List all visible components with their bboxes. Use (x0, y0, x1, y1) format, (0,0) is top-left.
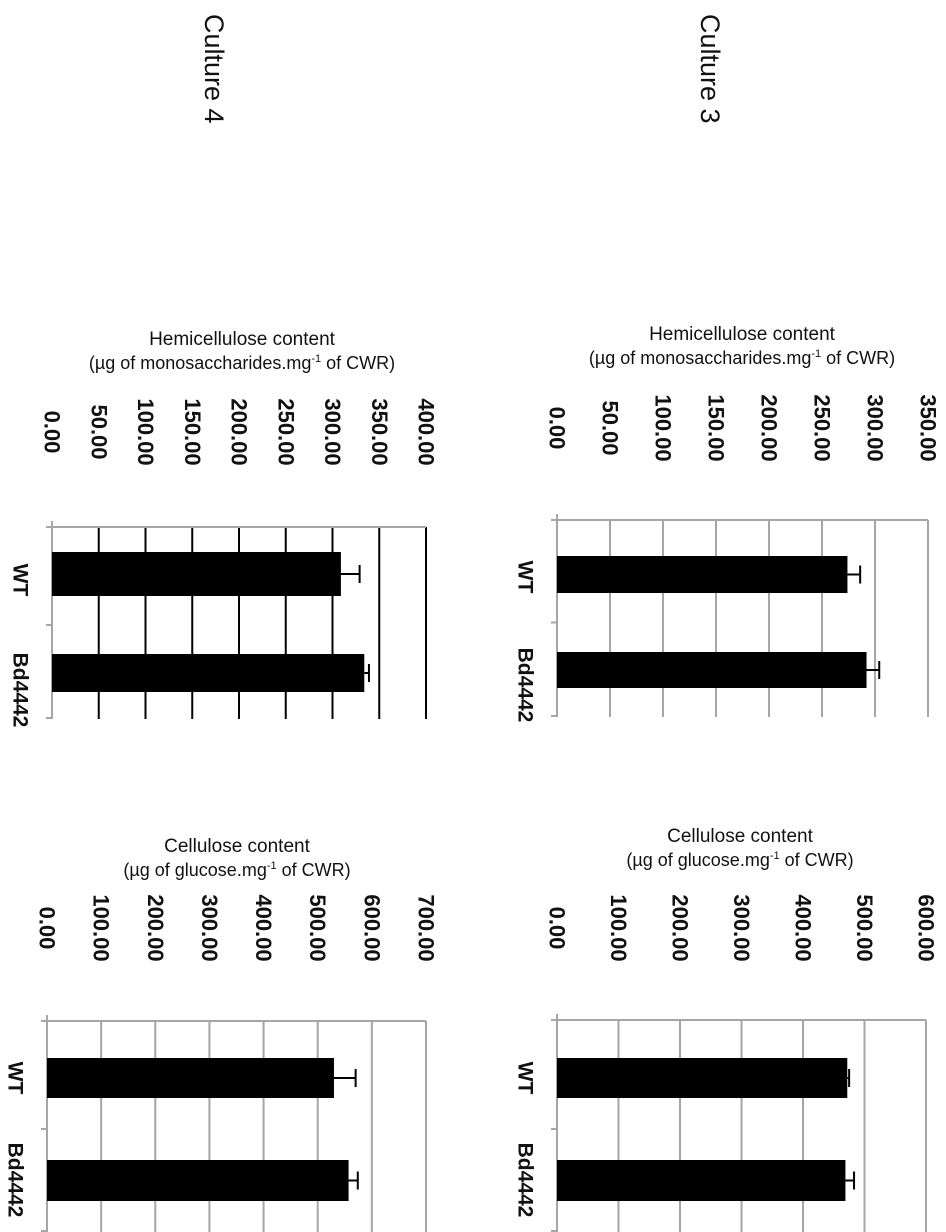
tick-label: 400.00 (791, 894, 816, 961)
bar-bd4442 (47, 1160, 349, 1201)
chart-subtitle-sup: -1 (311, 353, 321, 365)
chart-subtitle: (µg of monosaccharides.mg-1 of CWR) (589, 348, 895, 368)
category-label-wt: WT (9, 564, 32, 597)
tick-label: 100.00 (651, 394, 676, 461)
chart-subtitle-sup: -1 (811, 348, 821, 360)
tick-label: 400.00 (251, 894, 276, 961)
category-label-wt: WT (514, 1062, 537, 1095)
chart-title: Cellulose content (667, 826, 813, 847)
tick-label: 300.00 (197, 894, 222, 961)
tick-label: 100.00 (89, 894, 114, 961)
bar-bd4442 (52, 654, 365, 692)
chart-subtitle-post: of CWR) (821, 348, 895, 368)
chart-c3-hemi: Hemicellulose content (µg of monosacchari… (514, 324, 941, 722)
category-label-bd4442: Bd4442 (4, 1143, 27, 1218)
panel-label-culture-3: Culture 3 (695, 14, 725, 124)
chart-subtitle-pre: (µg of glucose.mg (626, 850, 769, 870)
tick-label: 500.00 (305, 894, 330, 961)
tick-label: 400.00 (414, 398, 439, 465)
chart-c3-cell: Cellulose content (µg of glucose.mg-1 of … (514, 826, 939, 1232)
chart-subtitle-pre: (µg of monosaccharides.mg (89, 353, 311, 373)
category-label-wt: WT (4, 1062, 27, 1095)
tick-label: 150.00 (704, 394, 729, 461)
tick-label: 150.00 (180, 398, 205, 465)
tick-label: 0.00 (545, 907, 570, 950)
tick-label: 100.00 (606, 894, 631, 961)
chart-c4-cell: Cellulose content (µg of glucose.mg-1 of … (4, 836, 439, 1232)
chart-subtitle-sup: -1 (267, 860, 277, 872)
chart-subtitle: (µg of monosaccharides.mg-1 of CWR) (89, 353, 395, 373)
tick-label: 0.00 (545, 407, 570, 450)
chart-subtitle-post: of CWR) (321, 353, 395, 373)
tick-label: 250.00 (810, 394, 835, 461)
tick-label: 200.00 (143, 894, 168, 961)
tick-label: 600.00 (359, 894, 384, 961)
chart-subtitle-pre: (µg of glucose.mg (123, 860, 266, 880)
tick-label: 300.00 (863, 394, 888, 461)
chart-subtitle-post: of CWR) (780, 850, 854, 870)
chart-subtitle: (µg of glucose.mg-1 of CWR) (626, 850, 853, 870)
tick-label: 200.00 (668, 894, 693, 961)
tick-label: 350.00 (367, 398, 392, 465)
chart-subtitle: (µg of glucose.mg-1 of CWR) (123, 860, 350, 880)
chart-title: Cellulose content (164, 836, 310, 857)
tick-label: 100.00 (133, 398, 158, 465)
tick-label: 300.00 (729, 894, 754, 961)
bar-wt (557, 1058, 848, 1098)
tick-label: 50.00 (86, 404, 111, 459)
tick-label: 350.00 (916, 394, 941, 461)
bar-bd4442 (557, 1160, 846, 1201)
chart-title: Hemicellulose content (649, 324, 836, 345)
category-label-bd4442: Bd4442 (514, 1143, 537, 1218)
tick-label: 50.00 (598, 400, 623, 455)
tick-label: 250.00 (273, 398, 298, 465)
bar-bd4442 (557, 652, 867, 688)
chart-subtitle-sup: -1 (770, 850, 780, 862)
bar-wt (557, 556, 848, 593)
chart-title: Hemicellulose content (149, 329, 336, 350)
tick-label: 200.00 (757, 394, 782, 461)
panel-label-culture-4: Culture 4 (199, 14, 229, 124)
tick-label: 700.00 (414, 894, 439, 961)
category-label-bd4442: Bd4442 (514, 648, 537, 723)
tick-label: 500.00 (852, 894, 877, 961)
tick-label: 600.00 (914, 894, 939, 961)
tick-label: 0.00 (35, 907, 60, 950)
category-label-bd4442: Bd4442 (9, 653, 32, 728)
tick-label: 0.00 (40, 411, 65, 454)
chart-subtitle-post: of CWR) (277, 860, 351, 880)
chart-c4-hemi: Hemicellulose content (µg of monosacchari… (9, 329, 439, 727)
tick-label: 200.00 (227, 398, 252, 465)
tick-label: 300.00 (320, 398, 345, 465)
bar-wt (52, 552, 341, 596)
category-label-wt: WT (514, 561, 537, 594)
bar-wt (47, 1058, 334, 1098)
chart-subtitle-pre: (µg of monosaccharides.mg (589, 348, 811, 368)
